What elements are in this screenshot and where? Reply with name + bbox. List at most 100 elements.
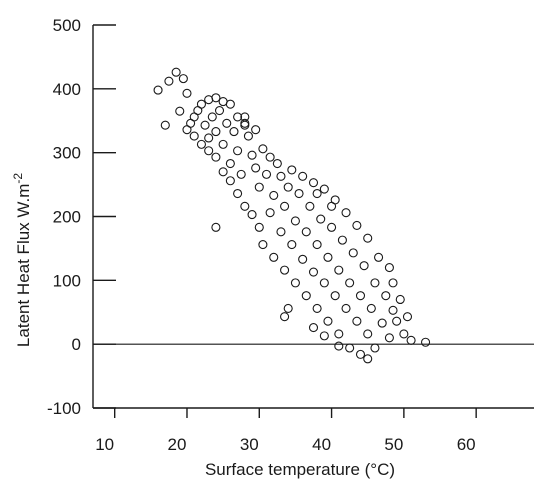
data-point: [225, 176, 235, 186]
data-point: [388, 278, 398, 288]
data-point: [204, 146, 214, 156]
data-point: [233, 112, 243, 122]
data-point: [218, 139, 228, 149]
data-point: [290, 278, 300, 288]
data-point: [211, 93, 221, 103]
data-point: [308, 178, 319, 188]
data-point: [334, 341, 344, 351]
data-point: [312, 303, 322, 313]
y-tick-label: 300: [53, 144, 81, 163]
data-point: [341, 208, 351, 218]
data-point: [384, 263, 394, 273]
y-tick-label: 500: [53, 16, 81, 35]
data-point: [196, 99, 206, 109]
data-point: [363, 354, 373, 364]
data-point: [254, 222, 264, 232]
data-point: [301, 227, 311, 237]
data-point: [175, 106, 185, 116]
data-point: [381, 291, 391, 301]
data-point: [218, 167, 228, 177]
data-point: [370, 343, 380, 353]
data-point: [308, 267, 319, 277]
data-points: [153, 67, 431, 364]
data-point: [178, 74, 188, 84]
x-tick-label: 50: [384, 435, 403, 454]
data-point: [352, 220, 362, 230]
data-point: [233, 146, 243, 156]
data-point: [323, 316, 333, 326]
data-point: [240, 120, 250, 130]
data-point: [280, 201, 290, 211]
data-point: [153, 85, 163, 95]
x-ticks: 10 20 30 40 50 60: [95, 408, 477, 454]
data-point: [222, 118, 232, 128]
y-tick-label: 400: [53, 80, 81, 99]
data-point: [160, 120, 170, 130]
data-point: [359, 261, 369, 271]
data-point: [308, 323, 319, 333]
data-point: [280, 312, 290, 322]
data-point: [214, 105, 225, 116]
data-point: [251, 163, 261, 173]
data-point: [345, 278, 355, 288]
data-point: [334, 265, 344, 275]
y-tick-label: 100: [53, 271, 81, 290]
data-point: [283, 182, 293, 192]
data-point: [330, 291, 340, 301]
data-point: [189, 131, 199, 141]
data-point: [377, 318, 387, 328]
data-point: [207, 112, 217, 122]
y-axis-title-superscript: -2: [11, 173, 25, 184]
data-point: [233, 188, 243, 199]
data-point: [171, 67, 181, 77]
data-point: [269, 252, 279, 262]
data-point: [258, 240, 268, 250]
data-point: [374, 252, 384, 262]
data-point: [229, 127, 239, 137]
y-axis-title-main: Latent Heat Flux W.m: [14, 184, 33, 347]
x-tick-label: 30: [240, 435, 259, 454]
x-tick-label: 60: [457, 435, 476, 454]
data-point: [298, 171, 308, 181]
data-point: [406, 335, 416, 345]
data-point: [421, 337, 431, 347]
data-point: [334, 329, 344, 339]
data-point: [363, 329, 373, 339]
data-point: [370, 278, 380, 288]
data-point: [355, 291, 366, 301]
data-point: [265, 208, 275, 218]
data-point: [269, 190, 279, 200]
data-point: [319, 331, 329, 341]
data-point: [384, 333, 394, 343]
data-point: [319, 278, 329, 288]
data-point: [265, 152, 275, 162]
data-point: [337, 235, 347, 245]
data-point: [345, 343, 355, 353]
data-point: [251, 125, 261, 135]
data-point: [254, 182, 264, 192]
data-point: [280, 265, 290, 275]
data-point: [243, 131, 253, 141]
data-point: [287, 165, 297, 175]
data-point: [272, 158, 282, 169]
data-point: [247, 150, 257, 160]
data-point: [388, 305, 398, 315]
data-point: [211, 152, 221, 162]
data-point: [363, 233, 373, 243]
y-axis-title: Latent Heat Flux W.m-2: [11, 173, 33, 347]
data-point: [327, 222, 337, 232]
data-point: [348, 248, 358, 258]
data-point: [258, 144, 268, 154]
data-point: [200, 120, 210, 130]
data-point: [211, 222, 221, 232]
data-point: [290, 216, 300, 226]
data-point: [247, 210, 257, 220]
data-point: [204, 133, 214, 143]
data-point: [276, 227, 286, 237]
data-point: [327, 201, 337, 211]
data-point: [395, 294, 405, 305]
data-point: [305, 201, 315, 211]
x-axis-title: Surface temperature (°C): [205, 460, 395, 479]
axes: [92, 25, 534, 409]
